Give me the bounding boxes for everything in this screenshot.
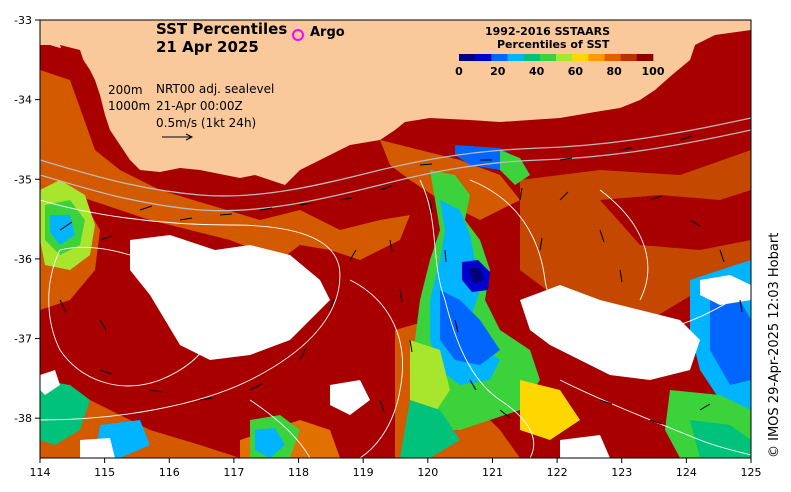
current-vectors <box>59 135 743 425</box>
green-shelf-patch <box>500 150 530 185</box>
argo-label: Argo <box>310 25 345 40</box>
x-tick-label: 117 <box>223 466 244 479</box>
yellow-south <box>520 380 580 440</box>
colorbar-swatch <box>475 54 492 61</box>
x-axis: 114 115 116 117 118 119 120 121 122 123 124 125 <box>30 458 762 479</box>
datetime-label: 21-Apr 00:00Z <box>156 99 243 113</box>
cloud-mask-south-east <box>560 435 610 458</box>
green-south <box>400 400 460 458</box>
y-tick-label: -33 <box>14 14 32 27</box>
x-tick-label: 121 <box>482 466 503 479</box>
southwest-green <box>40 380 90 445</box>
colorbar-title: 1992-2016 SSTAARS <box>485 25 611 38</box>
cool-tongue-blue <box>440 290 500 365</box>
colorbar-swatch <box>604 54 621 61</box>
y-tick-label: -36 <box>14 253 32 266</box>
x-tick-label: 116 <box>159 466 180 479</box>
colorbar-swatch <box>459 54 476 61</box>
x-tick-label: 119 <box>353 466 374 479</box>
cloud-mask-east-small <box>700 275 751 305</box>
x-tick-label: 120 <box>417 466 438 479</box>
coastal-warm-inlet <box>60 45 85 70</box>
velocity-scale-label: 0.5m/s (1kt 24h) <box>156 116 257 130</box>
colorbar-ticks: 0 20 40 60 80 100 <box>455 65 665 78</box>
cloud-mask-sw <box>40 370 60 395</box>
contour-200m <box>40 117 751 197</box>
cloud-mask-west <box>130 235 330 360</box>
southeast-teal <box>690 420 751 458</box>
colorbar-swatch <box>636 54 654 61</box>
west-cyan <box>50 215 75 245</box>
cloud-mask-south <box>330 380 370 415</box>
colorbar-swatch <box>507 54 524 61</box>
colorbar-tick-label: 0 <box>455 65 463 78</box>
y-tick-label: -38 <box>14 412 32 425</box>
cloud-mask-east <box>520 285 700 380</box>
y-axis: -33 -34 -35 -36 -37 -38 <box>14 14 40 425</box>
colorbar <box>459 54 654 61</box>
colorbar-swatch <box>491 54 508 61</box>
contour-1000m <box>40 129 751 212</box>
colorbar-swatch <box>556 54 573 61</box>
sealevel-contours <box>40 179 751 458</box>
colorbar-subtitle: Percentiles of SST <box>497 38 610 51</box>
east-blue <box>710 300 751 385</box>
colorbar-swatch <box>523 54 541 61</box>
x-tick-label: 125 <box>741 466 762 479</box>
colorbar-tick-label: 100 <box>642 65 665 78</box>
colorbar-tick-label: 80 <box>607 65 623 78</box>
plot-frame <box>39 19 752 459</box>
x-tick-label: 114 <box>30 466 51 479</box>
argo-marker-icon <box>292 29 304 41</box>
colorbar-swatch <box>572 54 589 61</box>
map-date: 21 Apr 2025 <box>156 38 259 56</box>
imos-credit: © IMOS 29-Apr-2025 12:03 Hobart <box>767 232 782 458</box>
colorbar-swatch <box>539 54 557 61</box>
colorbar-tick-label: 40 <box>529 65 545 78</box>
map-layers <box>40 20 751 458</box>
cold-core-centre <box>468 268 484 284</box>
colorbar-swatch <box>620 54 638 61</box>
x-tick-label: 115 <box>94 466 115 479</box>
south-cyan <box>255 428 285 458</box>
orange-band-north <box>40 70 410 260</box>
cloud-mask-south-west <box>80 438 115 458</box>
warm-east-patch <box>600 190 751 250</box>
x-tick-label: 118 <box>288 466 309 479</box>
colorbar-tick-label: 60 <box>568 65 584 78</box>
depth-200-label: 200m <box>108 83 143 97</box>
depth-1000-label: 1000m <box>108 99 151 113</box>
yellow-green-south <box>410 340 450 420</box>
colorbar-tick-label: 20 <box>490 65 506 78</box>
x-tick-label: 122 <box>547 466 568 479</box>
y-tick-label: -37 <box>14 333 32 346</box>
map-title: SST Percentiles <box>156 20 288 38</box>
colorbar-swatch <box>588 54 605 61</box>
y-tick-label: -35 <box>14 173 32 186</box>
x-tick-label: 124 <box>676 466 697 479</box>
australia-land <box>40 20 751 185</box>
y-tick-label: -34 <box>14 94 32 107</box>
x-tick-label: 123 <box>611 466 632 479</box>
velocity-scale-arrowhead <box>185 133 194 141</box>
sealevel-label: NRT00 adj. sealevel <box>156 82 275 96</box>
